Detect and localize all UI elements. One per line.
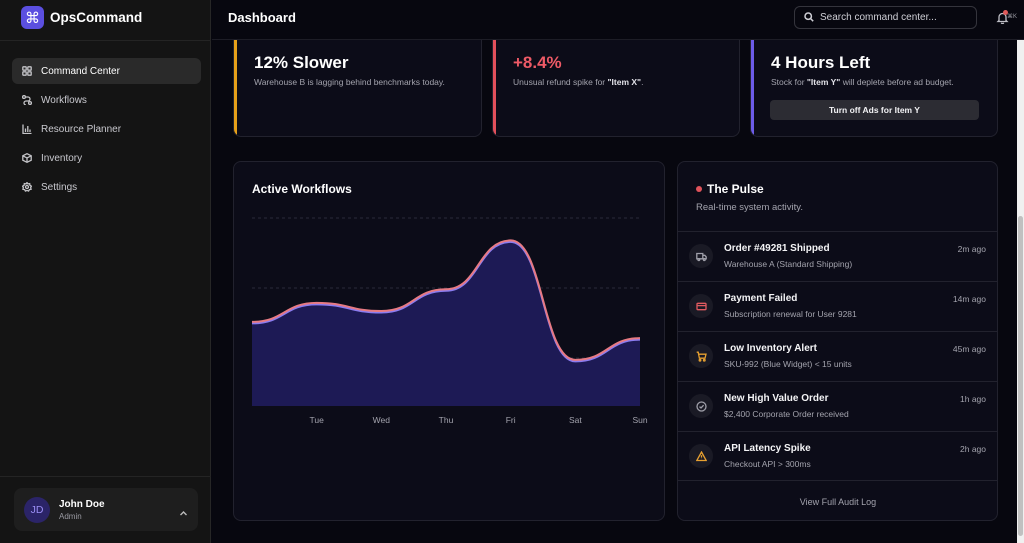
- x-tick-label: Tue: [309, 415, 324, 425]
- activity-title: Low Inventory Alert: [724, 343, 817, 354]
- scrollbar[interactable]: [1017, 40, 1024, 543]
- sidebar-nav: Command Center Workflows Resource Planne…: [12, 58, 201, 203]
- sidebar-divider: [0, 40, 211, 41]
- active-workflows-panel: Active Workflows Tue Wed Thu Fri Sat Sun: [233, 161, 665, 521]
- warning-icon: [689, 444, 713, 468]
- page-title: Dashboard: [228, 10, 296, 25]
- activity-title: New High Value Order: [724, 393, 829, 404]
- x-tick-label: Thu: [439, 415, 454, 425]
- stat-value: 4 Hours Left: [771, 53, 871, 72]
- activity-item[interactable]: Payment Failed Subscription renewal for …: [678, 281, 997, 331]
- scrollbar-thumb[interactable]: [1018, 216, 1023, 536]
- search-input[interactable]: [820, 12, 970, 23]
- activity-time: 14m ago: [952, 294, 986, 304]
- workflow-icon: [22, 95, 32, 105]
- sidebar-item-label: Inventory: [41, 152, 83, 164]
- workflows-area-chart: Tue Wed Thu Fri Sat Sun: [251, 217, 648, 425]
- activity-title: API Latency Spike: [724, 443, 811, 454]
- brand-name: OpsCommand: [50, 10, 143, 25]
- sidebar-divider: [0, 476, 211, 477]
- stat-value: 12% Slower: [254, 53, 349, 72]
- search-box[interactable]: [794, 6, 977, 29]
- notification-badge: [1003, 10, 1008, 15]
- keyboard-shortcut-hint: ⌘K: [1007, 14, 1018, 20]
- activity-detail: Checkout API > 300ms: [724, 459, 811, 469]
- grid-icon: [22, 66, 32, 76]
- search-icon: [804, 9, 814, 27]
- box-icon: [22, 153, 32, 163]
- chart-area-fill: [252, 240, 640, 406]
- credit-card-icon: [689, 294, 713, 318]
- stat-value: +8.4%: [513, 53, 562, 72]
- user-info: John Doe Admin: [59, 499, 105, 521]
- user-menu[interactable]: JD John Doe Admin: [14, 488, 198, 531]
- panel-subtitle: Real-time system activity.: [696, 202, 803, 213]
- x-tick-label: Sun: [632, 415, 647, 425]
- panel-title: The Pulse: [707, 182, 764, 196]
- x-tick-label: Wed: [373, 415, 391, 425]
- sidebar-item-workflows[interactable]: Workflows: [12, 87, 201, 113]
- sidebar-item-label: Workflows: [41, 94, 87, 106]
- command-logo-icon: ⌘: [21, 6, 44, 29]
- activity-detail: Warehouse A (Standard Shipping): [724, 259, 853, 269]
- activity-detail: Subscription renewal for User 9281: [724, 309, 857, 319]
- chart-series-line-shadow: [251, 240, 641, 363]
- bar-chart-icon: [22, 124, 32, 134]
- sidebar-item-resource-planner[interactable]: Resource Planner: [12, 116, 201, 142]
- check-circle-icon: [689, 394, 713, 418]
- view-audit-log-link[interactable]: View Full Audit Log: [678, 480, 997, 520]
- activity-time: 2h ago: [960, 444, 986, 454]
- x-tick-label: Fri: [506, 415, 516, 425]
- avatar: JD: [24, 496, 50, 523]
- brand[interactable]: ⌘ OpsCommand: [21, 6, 142, 29]
- stat-accent-bar: [751, 15, 754, 136]
- sidebar-item-inventory[interactable]: Inventory: [12, 145, 201, 171]
- sidebar-item-settings[interactable]: Settings: [12, 174, 201, 200]
- stat-accent-bar: [234, 15, 237, 136]
- sidebar: ⌘ OpsCommand Command Center Workflows Re…: [0, 0, 211, 543]
- sidebar-item-label: Command Center: [41, 65, 120, 77]
- gear-icon: [22, 182, 32, 192]
- activity-time: 45m ago: [952, 344, 986, 354]
- activity-detail: $2,400 Corporate Order received: [724, 409, 849, 419]
- stat-accent-bar: [493, 15, 496, 136]
- activity-detail: SKU-992 (Blue Widget) < 15 units: [724, 359, 852, 369]
- activity-item[interactable]: API Latency Spike Checkout API > 300ms 2…: [678, 431, 997, 481]
- x-tick-label: Sat: [569, 415, 582, 425]
- activity-item[interactable]: Low Inventory Alert SKU-992 (Blue Widget…: [678, 331, 997, 381]
- cart-icon: [689, 344, 713, 368]
- truck-icon: [689, 244, 713, 268]
- live-indicator-dot: [696, 186, 702, 192]
- panel-title: Active Workflows: [252, 182, 352, 196]
- activity-item[interactable]: New High Value Order $2,400 Corporate Or…: [678, 381, 997, 431]
- activity-time: 1h ago: [960, 394, 986, 404]
- notifications-button[interactable]: [996, 10, 1009, 25]
- stat-description: Warehouse B is lagging behind benchmarks…: [254, 77, 445, 87]
- sidebar-item-label: Settings: [41, 181, 78, 193]
- turn-off-ads-button[interactable]: Turn off Ads for Item Y: [770, 100, 979, 120]
- user-role: Admin: [59, 511, 82, 521]
- stat-description: Stock for "Item Y" will deplete before a…: [771, 77, 954, 87]
- sidebar-item-label: Resource Planner: [41, 123, 122, 135]
- activity-item[interactable]: Order #49281 Shipped Warehouse A (Standa…: [678, 231, 997, 281]
- activity-title: Order #49281 Shipped: [724, 243, 830, 254]
- activity-title: Payment Failed: [724, 293, 798, 304]
- stat-description: Unusual refund spike for "Item X".: [513, 77, 644, 87]
- pulse-panel: The Pulse Real-time system activity. Ord…: [677, 161, 998, 521]
- activity-time: 2m ago: [957, 244, 986, 254]
- chevron-up-icon: [179, 505, 188, 516]
- sidebar-item-command-center[interactable]: Command Center: [12, 58, 201, 84]
- chart-series-line: [251, 239, 641, 361]
- top-bar: Dashboard ⌘K: [212, 0, 1024, 40]
- user-name: John Doe: [59, 498, 105, 510]
